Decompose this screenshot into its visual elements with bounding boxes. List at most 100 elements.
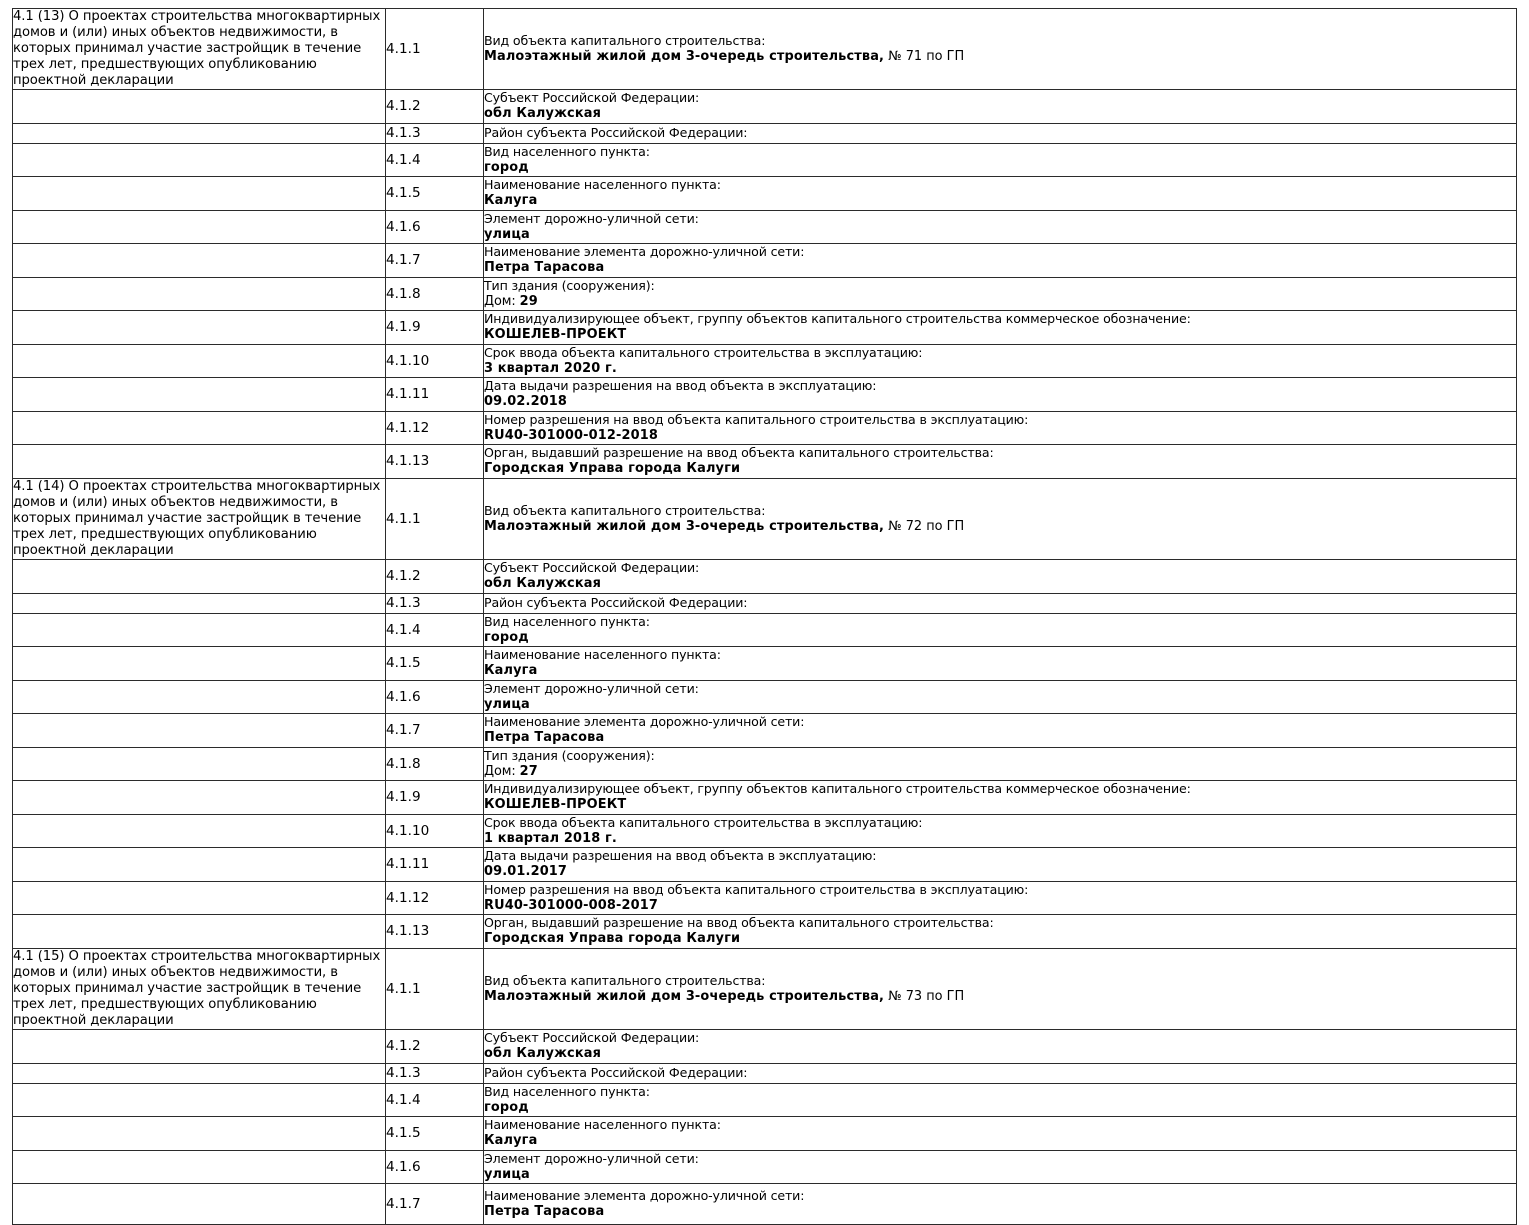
row-index: 4.1.4 — [385, 142, 484, 178]
row-value-cell: Наименование элемента дорожно-уличной се… — [483, 243, 1517, 278]
row-value-cell: Субъект Российской Федерации: обл Калужск… — [483, 559, 1517, 594]
table-row: 4.1.3 Район субъекта Российской Федерации… — [12, 592, 1517, 614]
table-row: 4.1.6 Элемент дорожно-уличной сети: улица — [12, 209, 1517, 245]
field-label: Вид населенного пункта: — [484, 143, 650, 159]
row-value-cell: Дата выдачи разрешения на ввод объекта в… — [483, 847, 1517, 882]
table-row: 4.1.8 Тип здания (сооружения): Дом: 29 — [12, 276, 1517, 312]
field-label: Индивидуализирующее объект, группу объек… — [484, 781, 1191, 797]
field-value: Петра Тарасова — [484, 1204, 1516, 1221]
row-value-cell: Тип здания (сооружения): Дом: 27 — [483, 746, 1517, 782]
table-row: 4.1.5 Наименование населенного пункта: Кал… — [12, 646, 1517, 681]
row-index: 4.1.3 — [385, 122, 484, 144]
table-row: 4.1.7 Наименование элемента дорожно-уличн… — [12, 243, 1517, 278]
row-value-cell: Район субъекта Российской Федерации: — [483, 1062, 1517, 1084]
field-value-number: 29 — [519, 293, 538, 309]
field-label: Тип здания (сооружения): — [484, 747, 655, 763]
section-blank-cell — [12, 880, 386, 916]
field-label: Элемент дорожно-уличной сети: — [484, 210, 699, 226]
row-value-cell: Вид населенного пункта: город — [483, 142, 1517, 178]
row-index: 4.1.5 — [385, 646, 484, 681]
field-value-main: Городская Управа города Калуги — [484, 461, 741, 477]
field-value-main: Малоэтажный жилой дом 3-очередь строител… — [484, 48, 885, 64]
field-label: Номер разрешения на ввод объекта капитал… — [484, 881, 1029, 897]
field-label: Район субъекта Российской Федерации: — [484, 595, 748, 611]
section-heading: 4.1 (15) О проектах строительства многок… — [12, 947, 386, 1031]
row-index: 4.1.11 — [385, 377, 484, 412]
section-blank-cell — [12, 343, 386, 379]
field-label: Срок ввода объекта капитального строител… — [484, 344, 923, 360]
row-index: 4.1.7 — [385, 1183, 484, 1225]
section-heading: 4.1 (14) О проектах строительства многок… — [12, 477, 386, 561]
field-value-main: 1 квартал 2018 г. — [484, 830, 617, 846]
table-body: 4.1 (13) О проектах строительства многок… — [12, 7, 1517, 1225]
row-value-cell: Номер разрешения на ввод объекта капитал… — [483, 410, 1517, 446]
row-value-cell: Наименование населенного пункта: Калуга — [483, 646, 1517, 681]
row-value-cell: Наименование населенного пункта: Калуга — [483, 1116, 1517, 1151]
table-row: 4.1 (14) О проектах строительства многок… — [12, 477, 1517, 561]
field-value: 09.01.2017 — [484, 864, 1516, 881]
field-label: Субъект Российской Федерации: — [484, 1030, 700, 1046]
field-label: Орган, выдавший разрешение на ввод объек… — [484, 915, 994, 931]
row-index: 4.1.1 — [385, 947, 484, 1031]
field-value-main: Малоэтажный жилой дом 3-очередь строител… — [484, 988, 885, 1004]
row-index: 4.1.11 — [385, 847, 484, 882]
row-index: 4.1.10 — [385, 343, 484, 379]
table-row: 4.1.4 Вид населенного пункта: город — [12, 1082, 1517, 1118]
row-value-cell: Орган, выдавший разрешение на ввод объек… — [483, 914, 1517, 949]
row-index: 4.1.2 — [385, 1029, 484, 1064]
row-index: 4.1.2 — [385, 89, 484, 124]
section-blank-cell — [12, 847, 386, 882]
field-value: 09.02.2018 — [484, 394, 1516, 411]
section-blank-cell — [12, 1029, 386, 1064]
section-blank-cell — [12, 559, 386, 594]
field-label: Наименование элемента дорожно-уличной се… — [484, 714, 805, 730]
field-label: Наименование населенного пункта: — [484, 177, 721, 193]
field-value: Малоэтажный жилой дом 3-очередь строител… — [484, 519, 1516, 536]
field-label: Элемент дорожно-уличной сети: — [484, 680, 699, 696]
field-label: Район субъекта Российской Федерации: — [484, 125, 748, 141]
row-value-cell: Срок ввода объекта капитального строител… — [483, 343, 1517, 379]
field-label: Вид населенного пункта: — [484, 1083, 650, 1099]
section-blank-cell — [12, 176, 386, 211]
field-value-main: обл Калужская — [484, 576, 602, 592]
field-value-main: Калуга — [484, 193, 538, 209]
field-value-main: улица — [484, 696, 530, 712]
field-value: Городская Управа города Калуги — [484, 461, 1516, 478]
section-blank-cell — [12, 276, 386, 312]
field-value: обл Калужская — [484, 576, 1516, 593]
field-label: Наименование элемента дорожно-уличной се… — [484, 1188, 805, 1204]
section-blank-cell — [12, 780, 386, 815]
field-value: RU40-301000-012-2018 — [484, 428, 1516, 445]
field-label: Элемент дорожно-уличной сети: — [484, 1150, 699, 1166]
field-label: Вид объекта капитального строительства: — [484, 972, 766, 988]
table-row: 4.1.5 Наименование населенного пункта: Кал… — [12, 1116, 1517, 1151]
row-value-cell: Наименование элемента дорожно-уличной се… — [483, 713, 1517, 748]
table-row: 4.1.7 Наименование элемента дорожно-уличн… — [12, 713, 1517, 748]
row-index: 4.1.9 — [385, 310, 484, 345]
table-row: 4.1.6 Элемент дорожно-уличной сети: улица — [12, 679, 1517, 715]
field-label: Вид населенного пункта: — [484, 613, 650, 629]
row-value-cell: Номер разрешения на ввод объекта капитал… — [483, 880, 1517, 916]
table-row: 4.1.3 Район субъекта Российской Федерации… — [12, 122, 1517, 144]
field-label: Орган, выдавший разрешение на ввод объек… — [484, 445, 994, 461]
field-value: 3 квартал 2020 г. — [484, 361, 1516, 378]
row-index: 4.1.10 — [385, 813, 484, 849]
row-value-cell: Срок ввода объекта капитального строител… — [483, 813, 1517, 849]
field-label: Дата выдачи разрешения на ввод объекта в… — [484, 848, 877, 864]
field-value-main: 3 квартал 2020 г. — [484, 360, 617, 376]
row-value-cell: Район субъекта Российской Федерации: — [483, 122, 1517, 144]
row-value-cell: Субъект Российской Федерации: обл Калужск… — [483, 89, 1517, 124]
field-label: Наименование населенного пункта: — [484, 1117, 721, 1133]
row-value-cell: Наименование населенного пункта: Калуга — [483, 176, 1517, 211]
section-blank-cell — [12, 142, 386, 178]
row-value-cell: Индивидуализирующее объект, группу объек… — [483, 310, 1517, 345]
section-blank-cell — [12, 209, 386, 245]
table-row: 4.1.4 Вид населенного пункта: город — [12, 612, 1517, 648]
table-row: 4.1.13 Орган, выдавший разрешение на ввод… — [12, 444, 1517, 479]
table-row: 4.1.2 Субъект Российской Федерации: обл Ка… — [12, 1029, 1517, 1064]
table-row: 4.1.11 Дата выдачи разрешения на ввод объ… — [12, 847, 1517, 882]
field-value: Калуга — [484, 193, 1516, 210]
section-blank-cell — [12, 1062, 386, 1084]
field-value-main: Петра Тарасова — [484, 1204, 605, 1220]
section-blank-cell — [12, 746, 386, 782]
